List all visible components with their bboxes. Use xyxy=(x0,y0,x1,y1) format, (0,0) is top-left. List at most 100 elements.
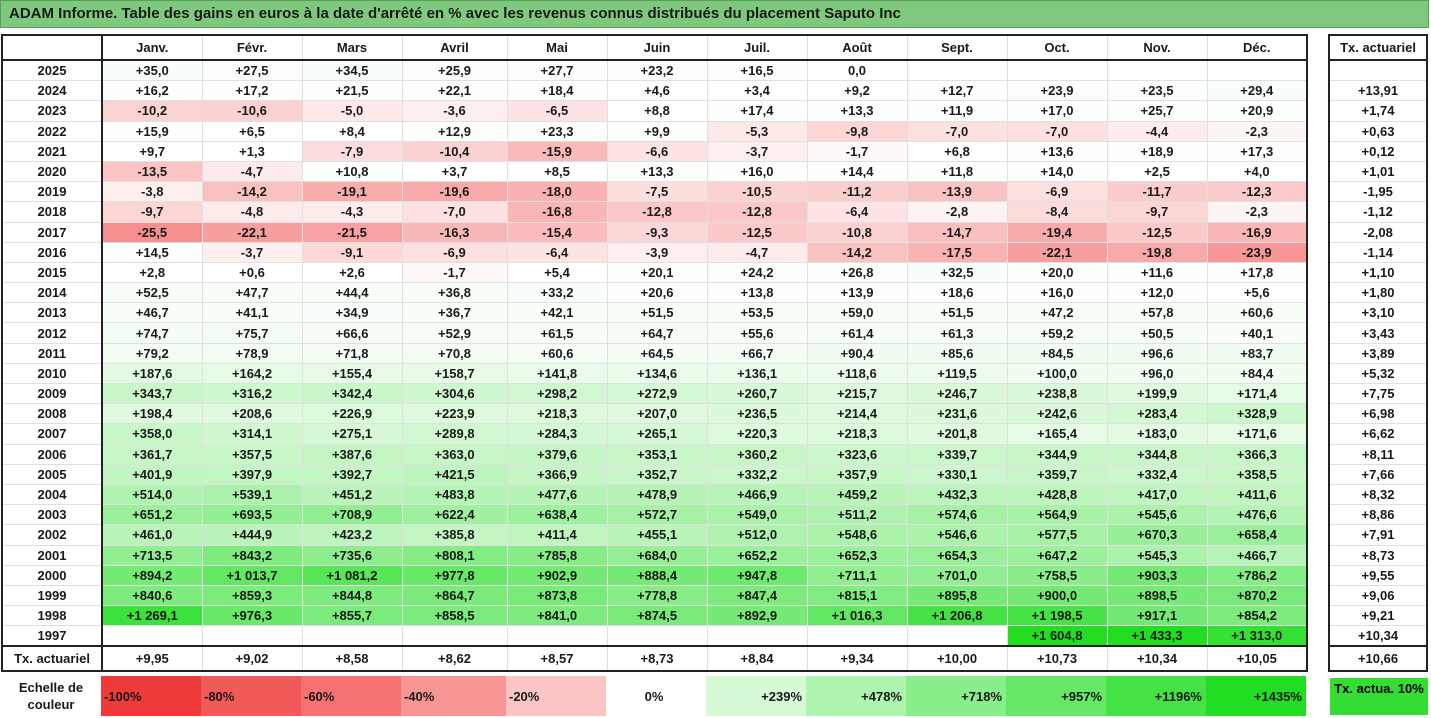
scale-swatch: +1196% xyxy=(1106,676,1206,716)
gain-cell: +171,6 xyxy=(1206,423,1308,445)
gain-cell: +34,9 xyxy=(301,302,403,324)
table-row: 2023 -10,2 -10,6 -5,0 -3,6 -6,5 +8,8 +17,4 +13,3… xyxy=(1,100,1308,122)
gain-cell: +51,5 xyxy=(606,302,708,324)
gain-cell: +840,6 xyxy=(101,584,203,607)
month-header: Févr. xyxy=(201,34,303,61)
header-corner xyxy=(2,35,103,61)
gain-cell: +8,8 xyxy=(606,100,708,122)
footer-label: Tx. actuariel xyxy=(1,645,103,672)
gain-cell: +1 081,2 xyxy=(301,564,403,586)
table-row: 2002 +461,0 +444,9 +423,2 +385,8 +411,4 +455,1… xyxy=(1,524,1308,546)
gain-cell xyxy=(1206,59,1308,82)
table-row: 1999 +840,6 +859,3 +844,8 +864,7 +873,8 +778,8… xyxy=(1,584,1308,607)
gain-cell: +385,8 xyxy=(401,524,508,546)
gain-cell: +201,8 xyxy=(906,423,1008,445)
gain-cell: +917,1 xyxy=(1106,605,1208,627)
gain-cell: +298,2 xyxy=(506,382,608,405)
gain-cell: +870,2 xyxy=(1206,584,1308,607)
gain-cell: +466,7 xyxy=(1206,544,1308,566)
gain-cell: +14,4 xyxy=(806,160,908,183)
gain-cell xyxy=(301,625,403,647)
gain-cell: +654,3 xyxy=(906,544,1008,566)
gain-cell: +84,4 xyxy=(1206,362,1308,385)
gain-cell: +165,4 xyxy=(1006,423,1108,445)
gain-cell: +51,5 xyxy=(906,302,1008,324)
month-header: Janv. xyxy=(101,34,203,61)
gain-cell: +13,9 xyxy=(806,282,908,304)
year-label: 2024 xyxy=(1,80,103,102)
gain-cell: +976,3 xyxy=(201,605,303,627)
gain-cell: -9,8 xyxy=(806,120,908,142)
gain-cell: +758,5 xyxy=(1006,564,1108,586)
gain-cell: +78,9 xyxy=(201,342,303,364)
table-row: 1998 +1 269,1 +976,3 +855,7 +858,5 +841,0 +874… xyxy=(1,605,1308,627)
gain-cell: +74,7 xyxy=(101,322,203,344)
gain-cell: +0,6 xyxy=(201,261,303,284)
gain-cell: +17,4 xyxy=(706,100,808,122)
gain-cell: +16,2 xyxy=(101,80,203,102)
gain-cell: -4,8 xyxy=(201,201,303,223)
gain-cell: +20,1 xyxy=(606,261,708,284)
gain-cell: +363,0 xyxy=(401,443,508,465)
gain-cell: +4,6 xyxy=(606,80,708,102)
gain-cell: +894,2 xyxy=(101,564,203,586)
gain-cell: +1 313,0 xyxy=(1206,625,1308,647)
gain-cell: +84,5 xyxy=(1006,342,1108,364)
gain-cell: +366,3 xyxy=(1206,443,1308,465)
month-header: Sept. xyxy=(906,34,1008,61)
scale-swatch: -40% xyxy=(401,676,506,716)
gain-cell: +1,3 xyxy=(201,140,303,162)
year-label: 2021 xyxy=(1,140,103,162)
gain-cell: +895,8 xyxy=(906,584,1008,607)
gain-cell: +52,9 xyxy=(401,322,508,344)
table-row: 2025 +35,0 +27,5 +34,5 +25,9 +27,7 +23,2 +16,5 0… xyxy=(1,59,1308,82)
tx-value: +8,32 xyxy=(1328,483,1428,506)
gain-cell: +187,6 xyxy=(101,362,203,385)
gain-cell: +514,0 xyxy=(101,483,203,506)
gain-cell: +421,5 xyxy=(401,463,508,485)
gains-table: Janv. Févr. Mars Avril Mai Juin Juil. Août Sept.… xyxy=(1,34,1308,673)
gain-cell: +8,4 xyxy=(301,120,403,142)
gain-cell: -10,4 xyxy=(401,140,508,162)
gain-cell: +59,0 xyxy=(806,302,908,324)
gain-cell: -7,0 xyxy=(906,120,1008,142)
tx-footer-value: +10,66 xyxy=(1328,645,1428,672)
gain-cell: +359,7 xyxy=(1006,463,1108,485)
gain-cell: +47,2 xyxy=(1006,302,1108,324)
gain-cell: +236,5 xyxy=(706,403,808,425)
gain-cell: -19,1 xyxy=(301,181,403,203)
gain-cell: +13,3 xyxy=(806,100,908,122)
tx-actuariel-row: Tx. actuariel +9,95 +9,02 +8,58 +8,62 +8,57 +… xyxy=(1,645,1308,672)
tx-legend: Tx. actua. 10% xyxy=(1330,678,1428,715)
gain-cell: +323,6 xyxy=(806,443,908,465)
gain-cell: +6,8 xyxy=(906,140,1008,162)
gain-cell: +652,2 xyxy=(706,544,808,566)
gain-cell: +903,3 xyxy=(1106,564,1208,586)
gain-cell: +332,4 xyxy=(1106,463,1208,485)
gain-cell: +977,8 xyxy=(401,564,508,586)
gain-cell: +545,3 xyxy=(1106,544,1208,566)
gain-cell: +17,2 xyxy=(201,80,303,102)
gain-cell: +483,8 xyxy=(401,483,508,506)
gain-cell: +361,7 xyxy=(101,443,203,465)
footer-tx-cell: +8,73 xyxy=(606,645,708,672)
table-row: 2000 +894,2 +1 013,7 +1 081,2 +977,8 +902,9 +8… xyxy=(1,564,1308,586)
gain-cell: +735,6 xyxy=(301,544,403,566)
scale-swatch: +957% xyxy=(1006,676,1106,716)
gain-cell: -9,3 xyxy=(606,221,708,243)
table-row: 2009 +343,7 +316,2 +342,4 +304,6 +298,2 +272,9… xyxy=(1,382,1308,405)
gain-cell: +428,8 xyxy=(1006,483,1108,506)
gain-cell: +546,6 xyxy=(906,524,1008,546)
tx-value: +6,98 xyxy=(1328,403,1428,425)
year-label: 2025 xyxy=(1,59,103,82)
gain-cell: +12,9 xyxy=(401,120,508,142)
tx-value: +0,12 xyxy=(1328,140,1428,162)
footer-tx-cell: +10,05 xyxy=(1206,645,1308,672)
tx-value: -2,08 xyxy=(1328,221,1428,243)
gain-cell: -17,5 xyxy=(906,241,1008,263)
gain-cell: -13,5 xyxy=(101,160,203,183)
gain-cell: +27,7 xyxy=(506,59,608,82)
gain-cell: +417,0 xyxy=(1106,483,1208,506)
gain-cell: +478,9 xyxy=(606,483,708,506)
gain-cell: +892,9 xyxy=(706,605,808,627)
